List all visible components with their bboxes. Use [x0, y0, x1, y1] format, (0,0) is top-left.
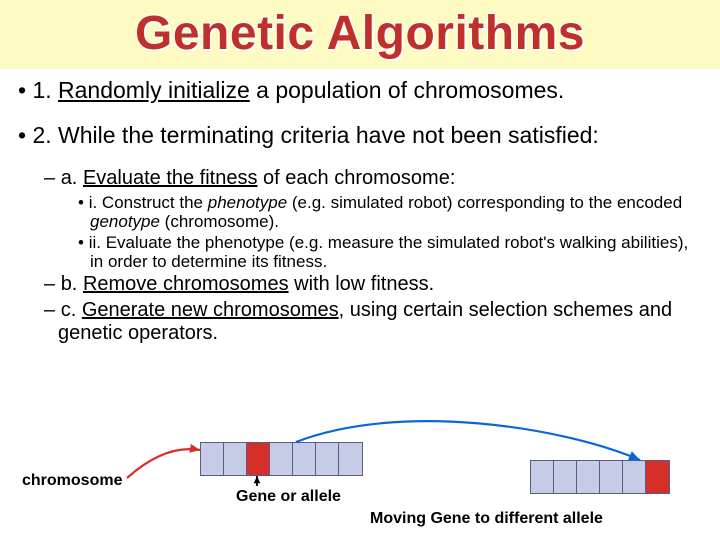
i-mid: (e.g. simulated robot) corresponding to …: [287, 193, 682, 212]
bullet-2: • 2. While the terminating criteria have…: [18, 122, 702, 149]
b1-post: a population of chromosomes.: [250, 77, 565, 103]
cpre: c.: [61, 299, 82, 321]
bpost: with low fitness.: [289, 273, 435, 295]
a-underline: Evaluate the fitness: [83, 167, 258, 189]
i-it1: phenotype: [208, 193, 287, 212]
bpre: b.: [61, 273, 83, 295]
bullet-2a-ii: • ii. Evaluate the phenotype (e.g. measu…: [78, 233, 702, 272]
bullet-2b: – b. Remove chromosomes with low fitness…: [44, 273, 702, 297]
title-band: Genetic Algorithms: [0, 0, 720, 69]
content-area: • 1. Randomly initialize a population of…: [0, 69, 720, 346]
bullet-2a-i: • i. Construct the phenotype (e.g. simul…: [78, 193, 702, 232]
b-underline: Remove chromosomes: [83, 273, 289, 295]
i-it2: genotype: [90, 212, 160, 231]
i-post: (chromosome).: [160, 212, 279, 231]
ii-text: ii. Evaluate the phenotype (e.g. measure…: [89, 233, 689, 272]
a-pre: a.: [61, 167, 83, 189]
i-pre: i. Construct the: [89, 193, 208, 212]
bullet-1: • 1. Randomly initialize a population of…: [18, 77, 702, 104]
page-title: Genetic Algorithms: [0, 6, 720, 61]
bullet-2a: – a. Evaluate the fitness of each chromo…: [44, 167, 702, 191]
c-underline: Generate new chromosomes: [82, 299, 339, 321]
a-post: of each chromosome:: [258, 167, 456, 189]
b2-text: 2. While the terminating criteria have n…: [32, 122, 598, 148]
arrow-blue-icon: [0, 430, 720, 550]
b1-pre: 1.: [32, 77, 58, 103]
b1-underline: Randomly initialize: [58, 77, 250, 103]
diagram-area: chromosome Gene or allele Moving Gene to…: [0, 430, 720, 540]
bullet-2c: – c. Generate new chromosomes, using cer…: [44, 299, 702, 346]
